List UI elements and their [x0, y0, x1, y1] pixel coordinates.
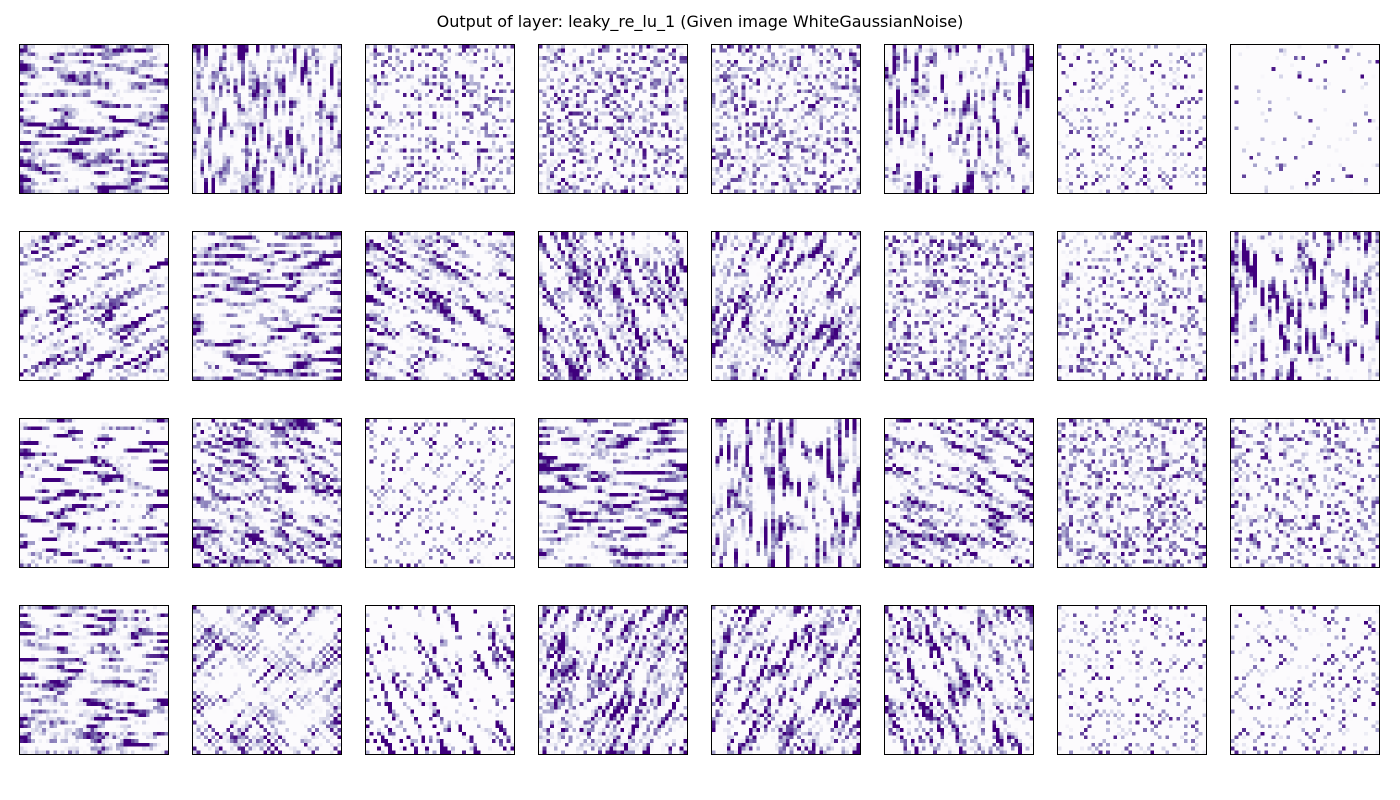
feature-map-0: [19, 44, 169, 194]
feature-map-3: [538, 44, 688, 194]
feature-map-heatmap: [1058, 606, 1206, 754]
feature-map-19: [538, 418, 688, 568]
feature-map-27: [538, 605, 688, 755]
feature-map-heatmap: [1231, 45, 1379, 193]
feature-map-21: [884, 418, 1034, 568]
feature-map-heatmap: [1058, 419, 1206, 567]
feature-map-13: [884, 231, 1034, 381]
feature-map-4: [711, 44, 861, 194]
feature-map-heatmap: [539, 45, 687, 193]
feature-map-heatmap: [885, 606, 1033, 754]
feature-map-6: [1057, 44, 1207, 194]
feature-map-20: [711, 418, 861, 568]
feature-map-24: [19, 605, 169, 755]
feature-map-heatmap: [193, 45, 341, 193]
feature-map-8: [19, 231, 169, 381]
feature-map-heatmap: [712, 45, 860, 193]
feature-map-14: [1057, 231, 1207, 381]
feature-map-18: [365, 418, 515, 568]
feature-map-heatmap: [20, 606, 168, 754]
feature-map-9: [192, 231, 342, 381]
feature-map-heatmap: [885, 45, 1033, 193]
feature-map-heatmap: [712, 232, 860, 380]
feature-map-heatmap: [1231, 419, 1379, 567]
feature-map-heatmap: [539, 419, 687, 567]
feature-map-heatmap: [1231, 232, 1379, 380]
feature-map-heatmap: [885, 232, 1033, 380]
feature-map-heatmap: [20, 45, 168, 193]
feature-map-11: [538, 231, 688, 381]
feature-map-heatmap: [20, 232, 168, 380]
feature-map-heatmap: [20, 419, 168, 567]
feature-map-heatmap: [366, 45, 514, 193]
feature-map-heatmap: [366, 232, 514, 380]
chart-title: Output of layer: leaky_re_lu_1 (Given im…: [436, 12, 964, 31]
feature-map-2: [365, 44, 515, 194]
feature-map-heatmap: [366, 606, 514, 754]
feature-map-heatmap: [193, 419, 341, 567]
feature-map-5: [884, 44, 1034, 194]
feature-map-heatmap: [193, 606, 341, 754]
feature-map-15: [1230, 231, 1380, 381]
feature-map-17: [192, 418, 342, 568]
feature-map-heatmap: [366, 419, 514, 567]
feature-map-heatmap: [539, 606, 687, 754]
feature-map-28: [711, 605, 861, 755]
feature-map-heatmap: [193, 232, 341, 380]
feature-map-25: [192, 605, 342, 755]
feature-map-7: [1230, 44, 1380, 194]
feature-map-26: [365, 605, 515, 755]
feature-map-heatmap: [1058, 45, 1206, 193]
feature-map-heatmap: [1231, 606, 1379, 754]
feature-map-heatmap: [712, 606, 860, 754]
feature-map-1: [192, 44, 342, 194]
feature-map-heatmap: [712, 419, 860, 567]
feature-map-heatmap: [885, 419, 1033, 567]
feature-map-16: [19, 418, 169, 568]
feature-map-12: [711, 231, 861, 381]
feature-map-29: [884, 605, 1034, 755]
feature-map-22: [1057, 418, 1207, 568]
feature-map-30: [1057, 605, 1207, 755]
feature-map-31: [1230, 605, 1380, 755]
feature-map-10: [365, 231, 515, 381]
feature-map-heatmap: [539, 232, 687, 380]
feature-map-heatmap: [1058, 232, 1206, 380]
feature-map-23: [1230, 418, 1380, 568]
